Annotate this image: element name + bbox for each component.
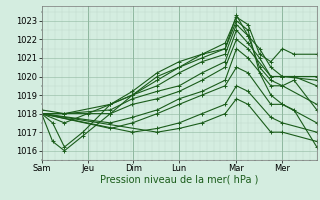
- X-axis label: Pression niveau de la mer( hPa ): Pression niveau de la mer( hPa ): [100, 175, 258, 185]
